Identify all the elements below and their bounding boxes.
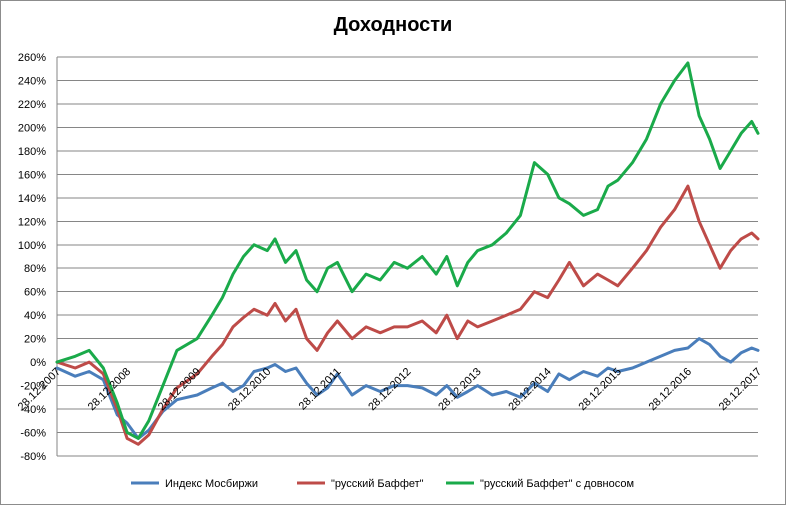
x-tick-label: 28.12.2017	[717, 366, 764, 413]
series-line-2	[55, 184, 760, 446]
grid	[56, 56, 758, 457]
legend-label: Индекс Мосбиржи	[165, 478, 258, 490]
y-tick-label: -40%	[20, 404, 46, 416]
y-tick-label: 180%	[18, 146, 46, 158]
y-tick-label: -60%	[20, 428, 46, 440]
y-tick-label: 60%	[24, 287, 46, 299]
x-tick-label: 28.12.2010	[226, 366, 273, 413]
y-tick-label: 80%	[24, 263, 46, 275]
y-tick-label: 160%	[18, 169, 46, 181]
y-tick-label: 260%	[18, 52, 46, 64]
y-tick-label: 140%	[18, 193, 46, 205]
legend-label: "русский Баффет" с довносом	[480, 478, 634, 490]
x-axis-ticks: 28.12.2007 28.12.2008 28.12.2009 28.12.2010…	[16, 366, 764, 413]
series-line-1	[55, 337, 760, 440]
series-line-3	[55, 61, 760, 440]
legend: Индекс Мосбиржи "русский Баффет" "русский …	[131, 478, 634, 490]
y-tick-label: 120%	[18, 216, 46, 228]
y-tick-label: 0%	[30, 357, 46, 369]
y-axis-ticks: -80% -60% -40% -20% 0% 20% 40% 60% 80% 100% 120% 14…	[18, 52, 46, 463]
x-tick-label: 28.12.2016	[647, 366, 694, 413]
x-tick-label: 28.12.2011	[297, 366, 344, 413]
y-tick-label: -20%	[20, 381, 46, 393]
y-tick-label: 40%	[24, 310, 46, 322]
y-tick-label: -80%	[20, 451, 46, 463]
y-tick-label: 20%	[24, 334, 46, 346]
chart-title: Доходности	[333, 14, 453, 36]
y-tick-label: 100%	[18, 240, 46, 252]
y-tick-label: 220%	[18, 99, 46, 111]
legend-label: "русский Баффет"	[331, 478, 424, 490]
x-tick-label: 28.12.2009	[156, 366, 203, 413]
y-tick-label: 240%	[18, 75, 46, 87]
y-tick-label: 200%	[18, 122, 46, 134]
series-lines	[55, 61, 760, 446]
